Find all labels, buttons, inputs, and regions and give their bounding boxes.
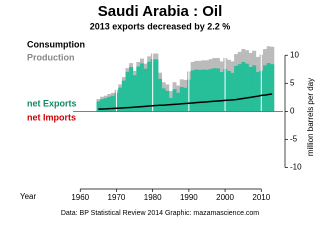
consumption-line (98, 93, 273, 110)
area-bar (161, 88, 166, 112)
area-bar (219, 72, 224, 112)
y-tick-label: 5 (290, 78, 295, 87)
area-bar (179, 86, 184, 112)
x-tick-label: 1970 (108, 193, 126, 202)
area-bar (172, 89, 177, 112)
area-bar (107, 96, 112, 112)
legend-label: net Imports (27, 112, 76, 122)
source-note: Data: BP Statistical Review 2014 Graphic… (61, 210, 259, 217)
area-bar (183, 87, 188, 112)
area-bar (190, 70, 195, 112)
area-bar (194, 69, 199, 112)
area-bar (136, 66, 141, 112)
area-bar (139, 63, 144, 112)
area-bar (143, 68, 148, 112)
area-bar (118, 87, 123, 112)
area-bar (132, 75, 137, 112)
area-bar (226, 70, 231, 112)
area-bar (201, 69, 206, 112)
area-bar (176, 92, 181, 112)
area-bar (263, 65, 268, 112)
area-bar (270, 64, 275, 112)
x-tick-label: 1960 (71, 193, 89, 202)
x-axis-label: Year (20, 192, 37, 201)
area-bar (216, 68, 220, 112)
area-bar (237, 64, 242, 112)
area-bar (244, 63, 249, 112)
area-bar (147, 61, 152, 112)
area-bar (255, 72, 260, 112)
legend-label: Consumption (27, 39, 85, 49)
area-bar (165, 90, 170, 112)
y-tick-label: 0 (290, 106, 295, 115)
legend-label: net Exports (27, 98, 77, 108)
area-bar (111, 95, 115, 112)
area-bar (197, 69, 202, 112)
legend-label: Production (27, 52, 75, 62)
y-axis-label: million barrels per day (306, 78, 315, 156)
area-bar (248, 67, 253, 112)
area-bar (252, 65, 257, 112)
area-bar (208, 68, 213, 112)
area-bar (100, 99, 105, 112)
area-bar (125, 71, 130, 112)
chart-title: Saudi Arabia : Oil (98, 3, 222, 20)
area-bar (158, 78, 163, 112)
area-bar (205, 69, 210, 112)
y-tick-label: -5 (290, 135, 298, 144)
x-tick-label: 2000 (216, 193, 234, 202)
area-bar (212, 68, 217, 112)
area-bar (96, 101, 101, 112)
chart: Saudi Arabia : Oil 2013 exports decrease… (20, 3, 315, 217)
area-bar (103, 98, 108, 112)
area-bar (266, 63, 271, 112)
area-bar (121, 80, 126, 112)
y-tick-label: -10 (290, 163, 302, 172)
x-tick-label: 1990 (180, 193, 198, 202)
area-bar (154, 59, 159, 112)
y-tick-label: 10 (290, 50, 299, 59)
chart-subtitle: 2013 exports decreased by 2.2 % (90, 21, 231, 31)
area-bar (234, 65, 239, 112)
area-bar (230, 72, 235, 112)
area-bar (129, 67, 134, 112)
x-tick-label: 1980 (144, 193, 162, 202)
page: {"chart_data": {"type": "area", "title":… (20, 2, 316, 217)
x-tick-label: 2010 (252, 193, 270, 202)
area-bar (241, 61, 246, 112)
